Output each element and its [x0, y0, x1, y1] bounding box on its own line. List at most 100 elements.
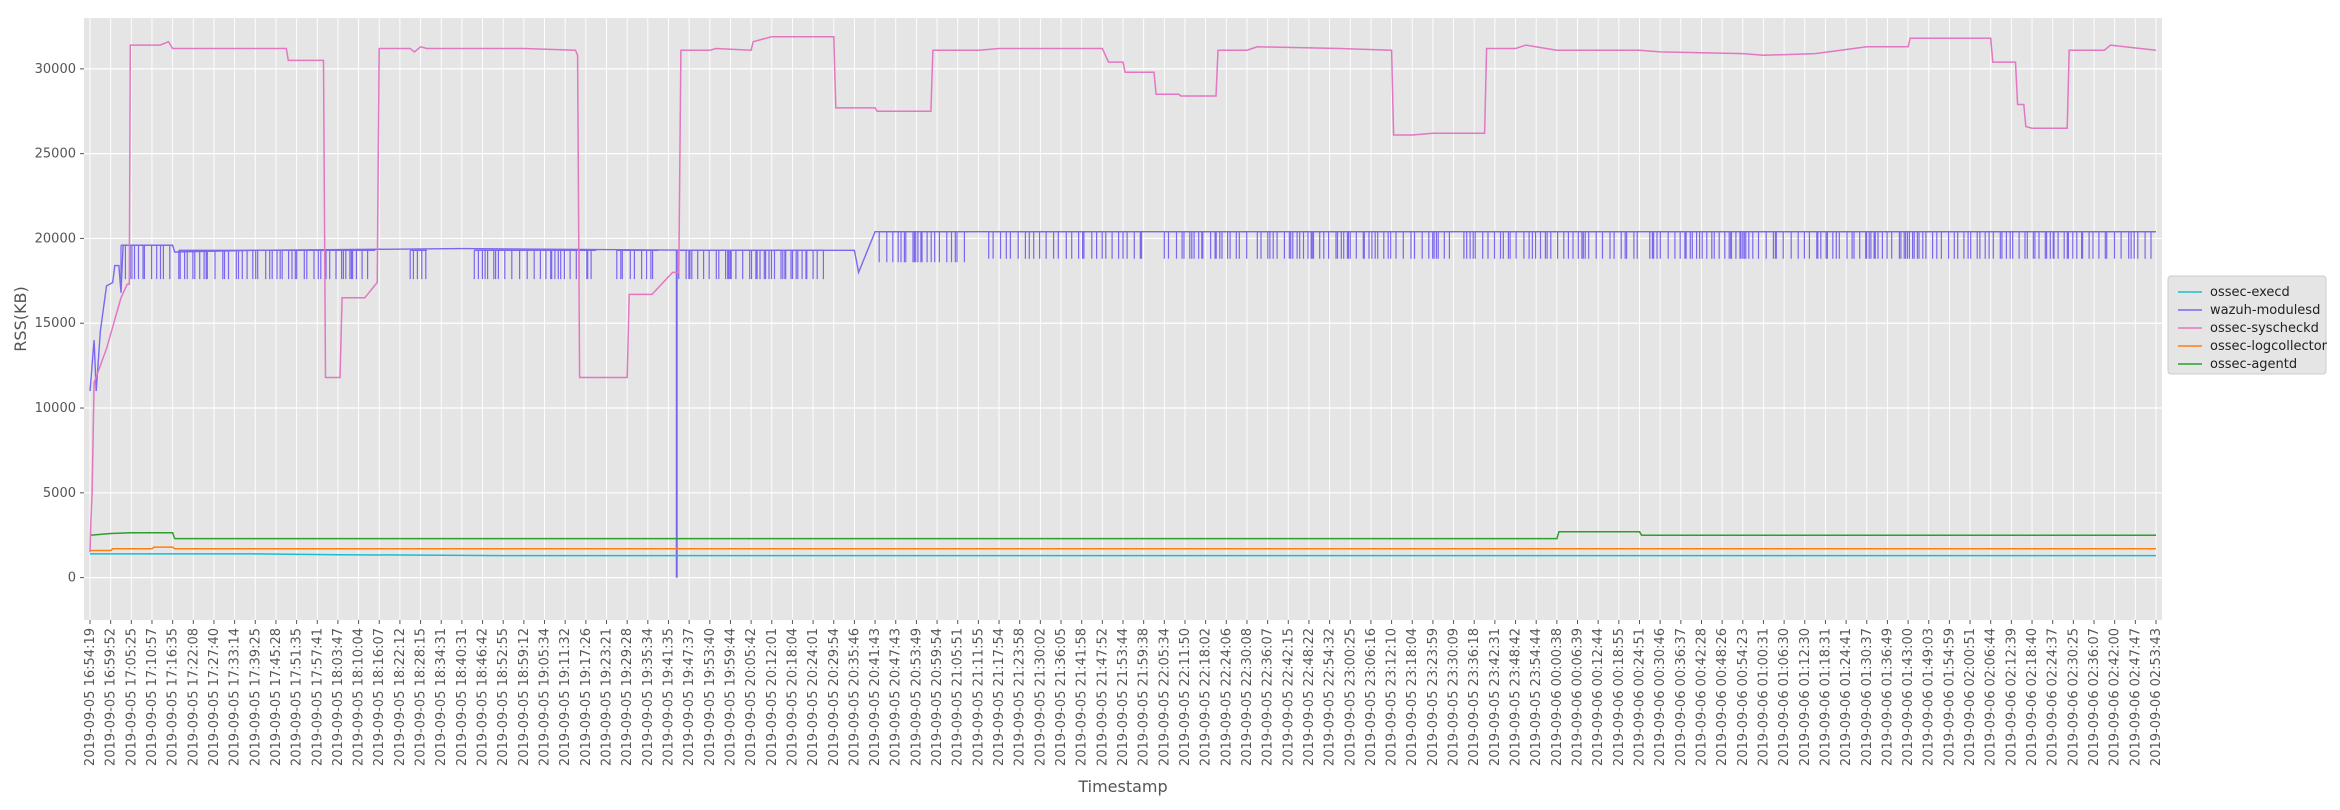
series-layer — [89, 35, 2157, 578]
series-band-wazuh-modulesd — [1463, 231, 1638, 259]
x-tick-label: 2019-09-05 18:46:42 — [476, 628, 491, 766]
x-tick-label: 2019-09-06 01:30:37 — [1860, 628, 1875, 766]
x-tick-label: 2019-09-06 00:06:39 — [1571, 628, 1586, 766]
x-tick-label: 2019-09-05 20:29:54 — [827, 628, 842, 766]
x-tick-label: 2019-09-06 00:54:23 — [1736, 628, 1751, 766]
x-tick-label: 2019-09-05 20:18:04 — [785, 628, 800, 766]
x-tick-label: 2019-09-06 00:42:28 — [1694, 628, 1709, 766]
x-tick-label: 2019-09-06 01:12:30 — [1798, 628, 1813, 766]
series-band-wazuh-modulesd — [1256, 231, 1450, 259]
x-tick-label: 2019-09-05 22:24:06 — [1219, 628, 1234, 766]
x-tick-label: 2019-09-06 00:12:44 — [1591, 628, 1606, 766]
series-wazuh-modulesd — [89, 230, 2156, 578]
x-tick-label: 2019-09-05 23:06:16 — [1364, 628, 1379, 766]
x-tick-label: 2019-09-05 22:54:32 — [1323, 628, 1338, 766]
x-tick-label: 2019-09-05 18:03:47 — [331, 628, 346, 766]
x-tick-label: 2019-09-06 02:36:07 — [2087, 628, 2102, 766]
x-tick-label: 2019-09-05 23:54:44 — [1529, 628, 1544, 766]
x-tick-label: 2019-09-06 01:24:41 — [1839, 628, 1854, 766]
x-tick-label: 2019-09-05 21:23:58 — [1013, 628, 1028, 766]
x-tick-label: 2019-09-05 19:47:37 — [682, 628, 697, 766]
x-tick-label: 2019-09-05 23:00:25 — [1343, 628, 1358, 766]
x-tick-label: 2019-09-05 23:48:42 — [1509, 628, 1524, 766]
x-tick-label: 2019-09-06 00:36:37 — [1674, 628, 1689, 766]
x-tick-label: 2019-09-05 18:16:07 — [372, 628, 387, 766]
legend-box — [2167, 275, 2327, 375]
x-tick-label: 2019-09-05 16:54:19 — [83, 628, 98, 766]
x-tick-label: 2019-09-05 21:53:44 — [1116, 628, 1131, 766]
x-tick-label: 2019-09-05 20:47:43 — [889, 628, 904, 766]
x-tick-label: 2019-09-05 22:42:15 — [1281, 628, 1296, 766]
x-tick-label: 2019-09-05 18:52:55 — [496, 628, 511, 766]
series-band-wazuh-modulesd — [178, 250, 369, 280]
y-tick-label: 15000 — [35, 316, 76, 331]
x-tick-label: 2019-09-06 00:18:55 — [1612, 628, 1627, 766]
legend-label-ossec-syscheckd: ossec-syscheckd — [2210, 321, 2319, 336]
y-tick-label: 5000 — [43, 486, 76, 501]
x-tick-label: 2019-09-05 21:05:51 — [951, 628, 966, 766]
x-axis: 2019-09-05 16:54:19 2019-09-05 16:59:52 20… — [83, 620, 2164, 766]
series-band-wazuh-modulesd — [1649, 231, 1742, 259]
x-tick-label: 2019-09-05 21:36:05 — [1054, 628, 1069, 766]
y-axis-title: RSS(KB) — [11, 286, 30, 351]
x-tick-label: 2019-09-05 17:45:28 — [269, 628, 284, 766]
x-tick-label: 2019-09-05 20:12:01 — [765, 628, 780, 766]
x-tick-label: 2019-09-06 02:30:25 — [2066, 628, 2081, 766]
x-tick-label: 2019-09-06 01:54:59 — [1942, 628, 1957, 766]
y-tick-label: 0 — [68, 571, 76, 586]
x-tick-label: 2019-09-06 00:48:26 — [1715, 628, 1730, 766]
x-tick-label: 2019-09-05 21:59:38 — [1137, 628, 1152, 766]
legend-label-wazuh-modulesd: wazuh-modulesd — [2210, 303, 2320, 318]
x-tick-label: 2019-09-05 20:41:43 — [868, 628, 883, 766]
x-tick-label: 2019-09-05 19:35:34 — [641, 628, 656, 766]
x-tick-label: 2019-09-05 21:41:58 — [1075, 628, 1090, 766]
x-tick-label: 2019-09-05 17:33:14 — [228, 628, 243, 766]
x-tick-label: 2019-09-06 01:43:00 — [1901, 628, 1916, 766]
x-tick-label: 2019-09-06 02:42:00 — [2108, 628, 2123, 766]
x-tick-label: 2019-09-05 22:11:50 — [1178, 628, 1193, 766]
x-tick-label: 2019-09-05 19:17:26 — [579, 628, 594, 766]
x-tick-label: 2019-09-06 00:30:46 — [1653, 628, 1668, 766]
x-tick-label: 2019-09-05 17:05:25 — [124, 628, 139, 766]
legend-label-ossec-logcollector: ossec-logcollector — [2210, 339, 2328, 354]
series-line-ossec-execd — [90, 553, 2156, 557]
x-tick-label: 2019-09-06 02:12:39 — [2004, 628, 2019, 766]
legend-items: ossec-execd wazuh-modulesd ossec-syscheckd… — [2178, 285, 2328, 372]
x-tick-label: 2019-09-06 02:24:37 — [2046, 628, 2061, 766]
x-tick-label: 2019-09-06 02:06:44 — [1984, 628, 1999, 766]
x-tick-label: 2019-09-05 19:53:40 — [703, 628, 718, 766]
x-tick-label: 2019-09-05 19:05:34 — [538, 628, 553, 766]
x-tick-label: 2019-09-05 18:34:31 — [434, 628, 449, 766]
x-tick-label: 2019-09-06 02:00:51 — [1963, 628, 1978, 766]
x-tick-label: 2019-09-06 00:24:51 — [1633, 628, 1648, 766]
x-tick-label: 2019-09-05 22:36:07 — [1261, 628, 1276, 766]
x-tick-label: 2019-09-06 02:53:43 — [2149, 628, 2164, 766]
x-tick-label: 2019-09-05 17:27:40 — [207, 628, 222, 766]
x-tick-label: 2019-09-05 21:47:52 — [1095, 628, 1110, 766]
x-tick-label: 2019-09-05 19:23:21 — [600, 628, 615, 766]
x-tick-label: 2019-09-05 22:18:02 — [1199, 628, 1214, 766]
x-tick-label: 2019-09-06 01:49:03 — [1922, 628, 1937, 766]
x-tick-label: 2019-09-05 23:12:10 — [1385, 628, 1400, 766]
series-band-wazuh-modulesd — [120, 245, 171, 280]
x-tick-label: 2019-09-05 23:42:31 — [1488, 628, 1503, 766]
series-band-wazuh-modulesd — [878, 231, 965, 263]
x-tick-label: 2019-09-05 16:59:52 — [104, 628, 119, 766]
x-tick-label: 2019-09-05 17:51:35 — [290, 628, 305, 766]
x-tick-label: 2019-09-05 22:05:34 — [1157, 628, 1172, 766]
series-line-ossec-logcollector — [90, 546, 2156, 552]
y-tick-label: 30000 — [35, 62, 76, 77]
x-tick-label: 2019-09-05 18:28:15 — [414, 628, 429, 766]
y-tick-label: 25000 — [35, 147, 76, 162]
x-tick-label: 2019-09-05 22:48:22 — [1302, 628, 1317, 766]
legend-label-ossec-execd: ossec-execd — [2210, 285, 2290, 300]
x-tick-label: 2019-09-05 17:57:41 — [310, 628, 325, 766]
x-tick-label: 2019-09-05 19:29:28 — [620, 628, 635, 766]
x-tick-label: 2019-09-05 21:11:55 — [971, 628, 986, 766]
y-tick-label: 10000 — [35, 401, 76, 416]
series-band-wazuh-modulesd — [988, 231, 1143, 259]
x-tick-label: 2019-09-06 01:36:49 — [1880, 628, 1895, 766]
x-tick-label: 2019-09-05 19:59:44 — [723, 628, 738, 766]
x-tick-label: 2019-09-05 20:59:54 — [930, 628, 945, 766]
